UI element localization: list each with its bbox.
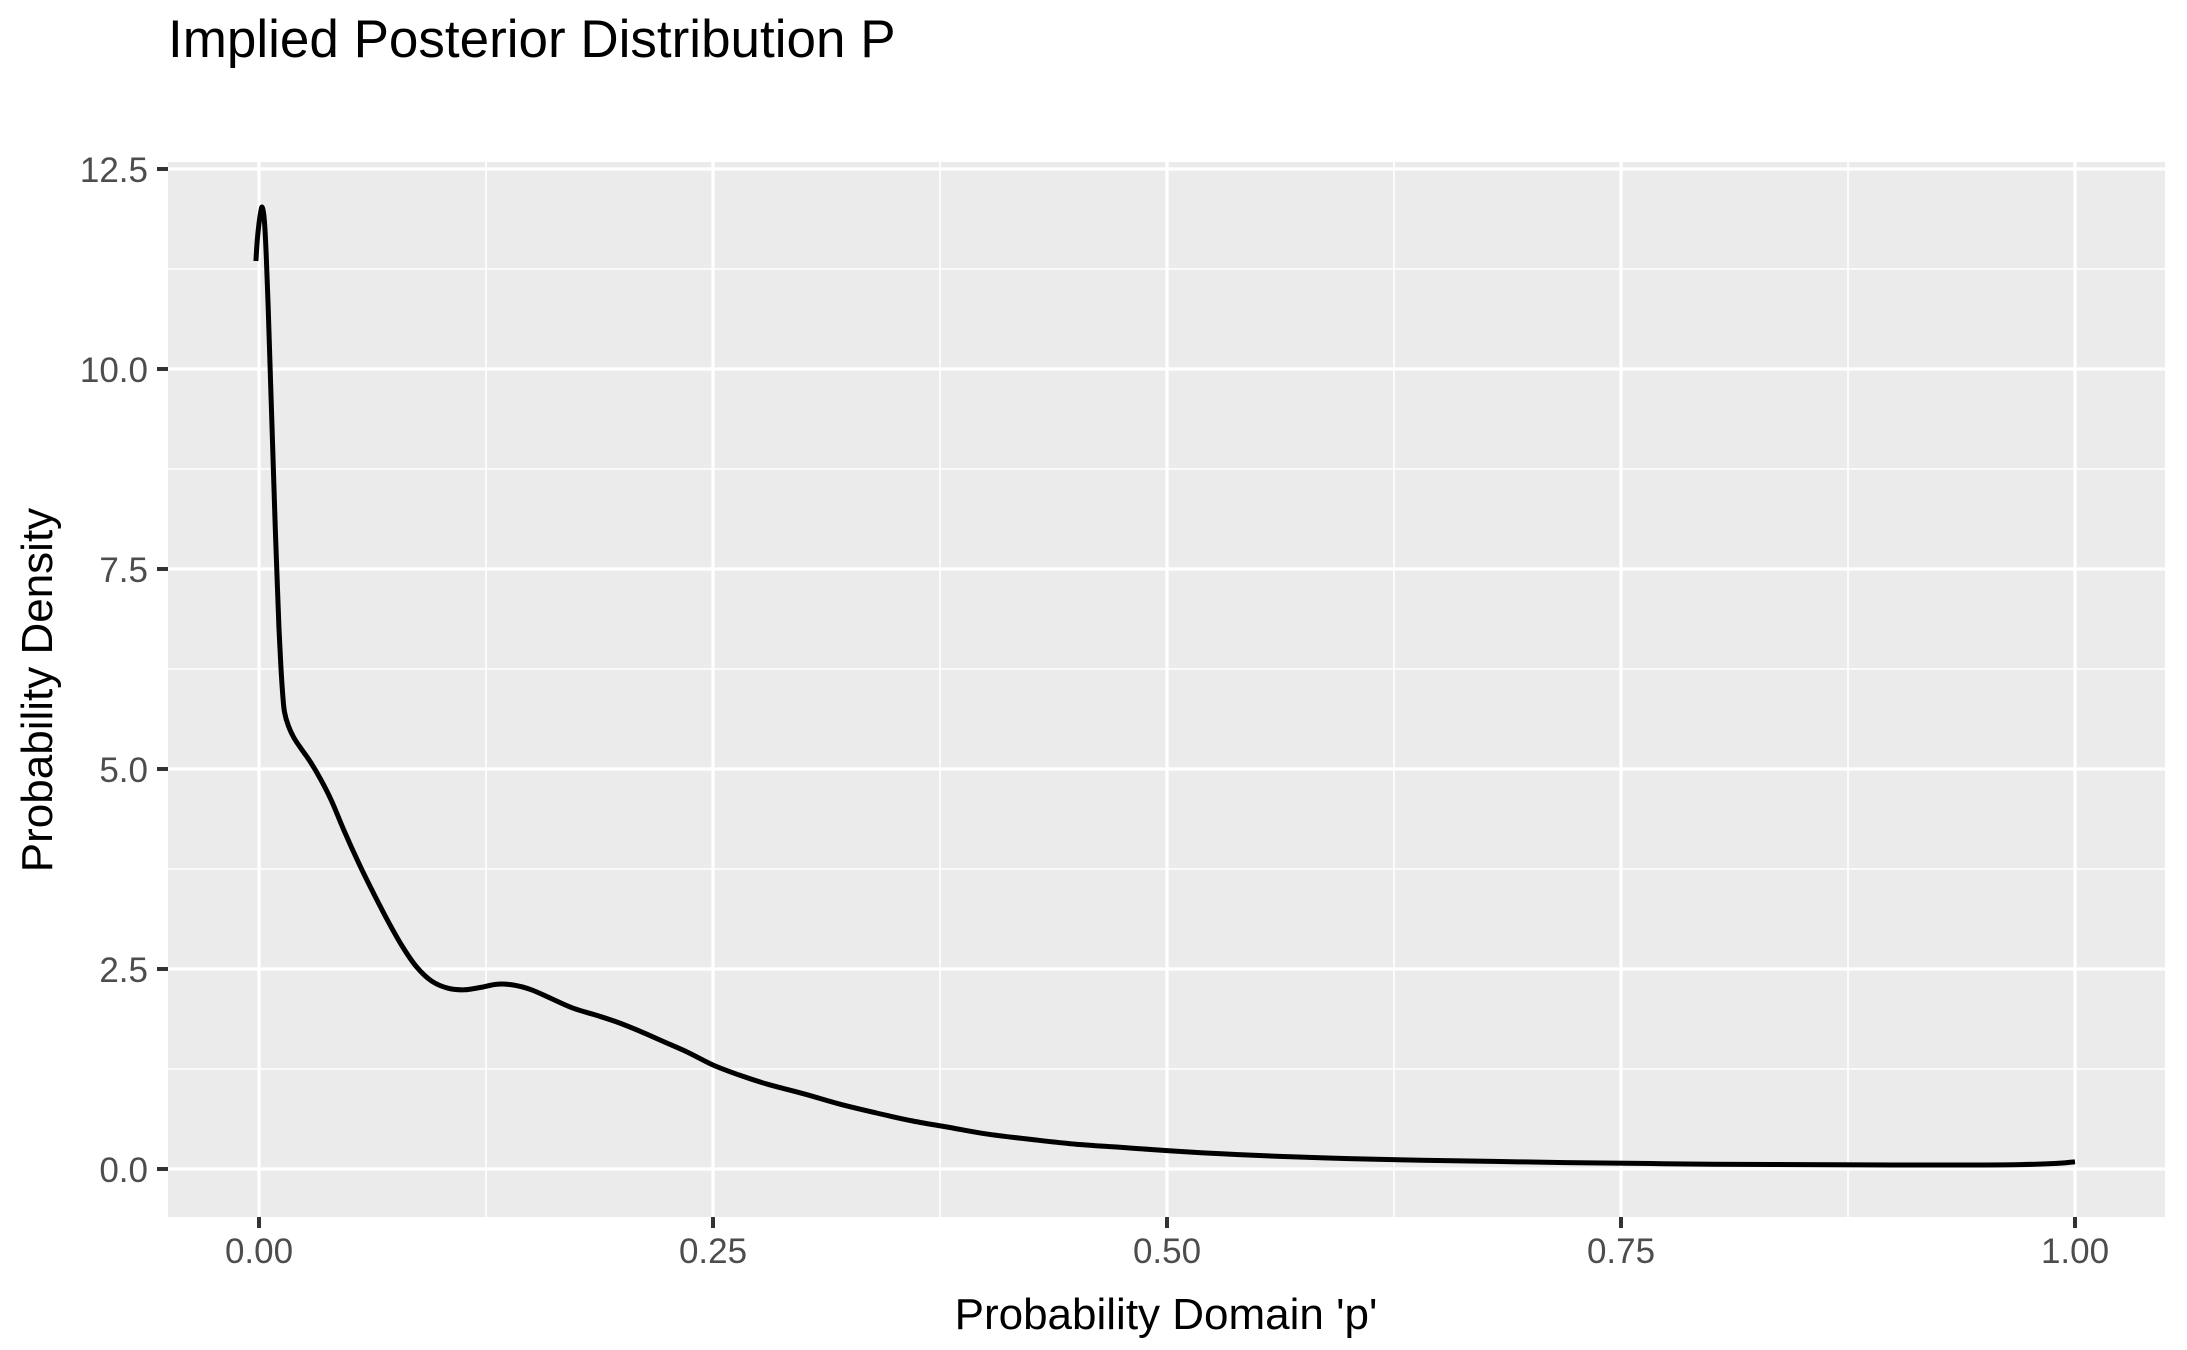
density-curve-group	[253, 204, 2076, 1168]
y-tick-label: 0.0	[99, 1151, 148, 1190]
axis-tick-marks	[157, 167, 2077, 1228]
density-curve	[253, 204, 2076, 1168]
y-axis-title: Probability Density	[13, 508, 62, 872]
x-axis-title: Probability Domain 'p'	[955, 1290, 1378, 1339]
major-gridlines	[168, 162, 2165, 1217]
x-axis-tick-labels: 0.00 0.25 0.50 0.75 1.00	[225, 1232, 2109, 1271]
x-tick-label: 0.50	[1133, 1232, 1201, 1271]
x-tick-label: 0.75	[1587, 1232, 1655, 1271]
x-tick-label: 0.25	[679, 1232, 747, 1271]
x-tick-label: 1.00	[2041, 1232, 2109, 1271]
x-tick-label: 0.00	[225, 1232, 293, 1271]
y-axis-tick-labels: 0.0 2.5 5.0 7.5 10.0 12.5	[80, 151, 148, 1190]
y-tick-label: 12.5	[80, 151, 148, 190]
y-tick-label: 5.0	[99, 751, 148, 790]
y-tick-label: 7.5	[99, 551, 148, 590]
plot-title: Implied Posterior Distribution P	[168, 10, 896, 69]
y-tick-label: 10.0	[80, 351, 148, 390]
y-tick-label: 2.5	[99, 951, 148, 990]
